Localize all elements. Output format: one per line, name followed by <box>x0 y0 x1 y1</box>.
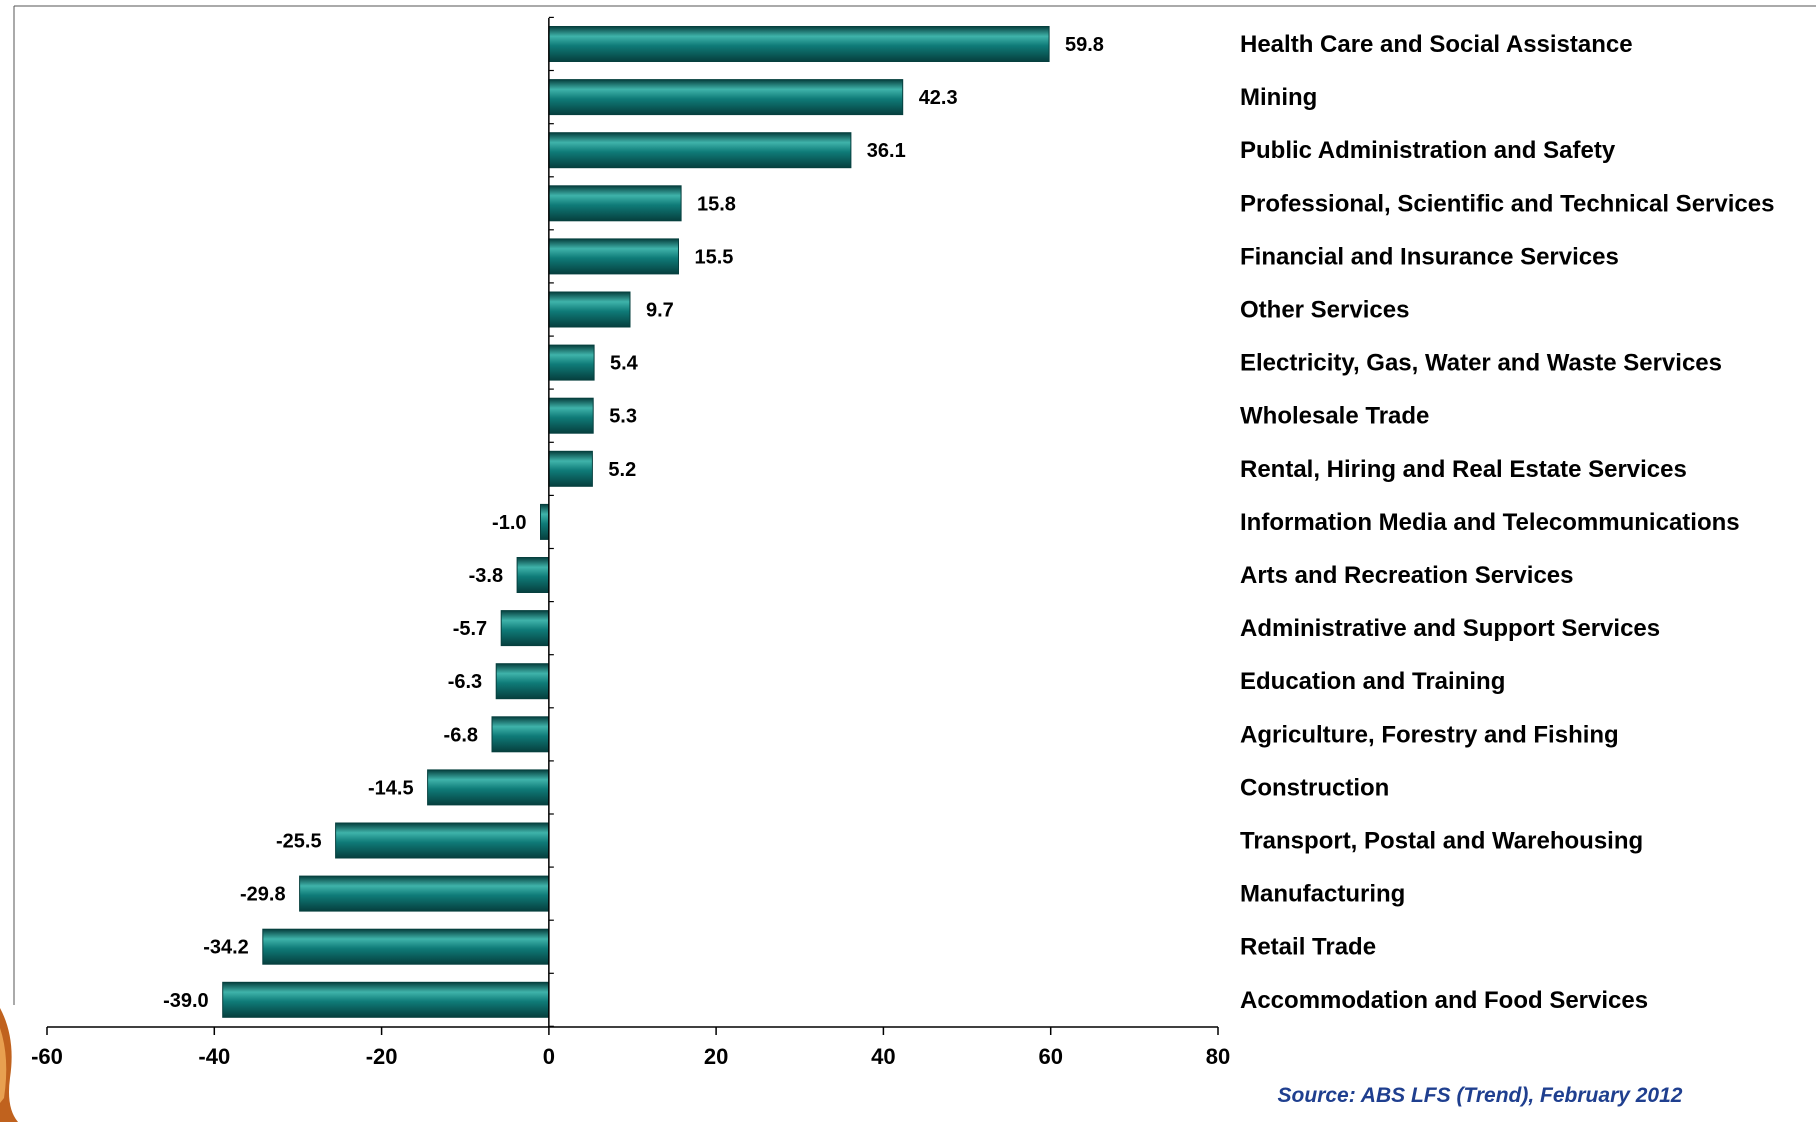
category-label: Administrative and Support Services <box>1240 615 1660 642</box>
bar <box>548 26 1050 62</box>
x-tick-label: 0 <box>543 1044 555 1069</box>
bar <box>548 397 594 434</box>
x-tick-label: 40 <box>871 1044 895 1069</box>
corner-decoration <box>0 1008 18 1122</box>
data-label: 5.2 <box>608 459 636 481</box>
data-label: -6.3 <box>448 671 482 693</box>
data-label: -29.8 <box>240 884 286 906</box>
source-note: Source: ABS LFS (Trend), February 2012 <box>1277 1084 1683 1107</box>
data-label: 42.3 <box>919 87 958 109</box>
data-label: -14.5 <box>368 777 414 799</box>
bar <box>548 238 680 275</box>
data-label: 36.1 <box>867 140 906 162</box>
category-label: Manufacturing <box>1240 881 1405 908</box>
data-label: 5.3 <box>609 406 637 428</box>
category-label: Agriculture, Forestry and Fishing <box>1240 721 1619 748</box>
x-tick-label: 80 <box>1206 1044 1230 1069</box>
bar <box>427 769 550 806</box>
category-label: Rental, Hiring and Real Estate Services <box>1240 456 1687 483</box>
category-label: Construction <box>1240 774 1389 801</box>
data-label: -25.5 <box>276 831 322 853</box>
bars-layer <box>222 26 1050 1018</box>
data-label: 15.5 <box>695 246 734 268</box>
bar <box>548 450 593 487</box>
bar <box>299 875 550 912</box>
category-label: Professional, Scientific and Technical S… <box>1240 190 1774 217</box>
bar <box>495 663 550 700</box>
category-label: Electricity, Gas, Water and Waste Servic… <box>1240 350 1722 377</box>
axes-layer <box>13 5 1816 1035</box>
data-label: -6.8 <box>444 724 478 746</box>
x-tick-label: -20 <box>366 1044 398 1069</box>
x-tick-label: -40 <box>198 1044 230 1069</box>
data-label: -34.2 <box>203 937 249 959</box>
bar <box>491 716 550 753</box>
bar <box>335 822 550 859</box>
data-label: 5.4 <box>610 353 639 375</box>
category-label: Public Administration and Safety <box>1240 137 1616 164</box>
data-label: 9.7 <box>646 300 674 322</box>
bar <box>540 503 550 540</box>
bar <box>548 185 682 222</box>
data-label: -1.0 <box>492 512 526 534</box>
bar <box>548 291 631 328</box>
bar <box>548 132 852 169</box>
bar <box>500 610 550 647</box>
bar <box>222 981 550 1018</box>
category-label: Retail Trade <box>1240 934 1376 961</box>
category-label: Arts and Recreation Services <box>1240 562 1573 589</box>
labels-layer: 59.8 Health Care and Social Assistance 42.… <box>31 31 1774 1069</box>
category-label: Financial and Insurance Services <box>1240 243 1619 270</box>
category-label: Health Care and Social Assistance <box>1240 31 1633 58</box>
x-tick-label: -60 <box>31 1044 63 1069</box>
data-label: -5.7 <box>453 618 487 640</box>
x-tick-label: 60 <box>1038 1044 1062 1069</box>
bar <box>262 928 550 965</box>
data-label: -39.0 <box>163 990 209 1012</box>
data-label: 15.8 <box>697 193 736 215</box>
category-label: Mining <box>1240 84 1317 111</box>
category-label: Wholesale Trade <box>1240 403 1429 430</box>
category-label: Information Media and Telecommunications <box>1240 509 1740 536</box>
category-label: Education and Training <box>1240 668 1505 695</box>
bar <box>516 557 550 593</box>
category-label: Transport, Postal and Warehousing <box>1240 828 1643 855</box>
bar <box>548 79 904 116</box>
bar <box>548 344 595 381</box>
data-label: 59.8 <box>1065 34 1104 56</box>
category-label: Other Services <box>1240 297 1409 324</box>
data-label: -3.8 <box>469 565 503 587</box>
category-label: Accommodation and Food Services <box>1240 987 1648 1014</box>
x-tick-label: 20 <box>704 1044 728 1069</box>
